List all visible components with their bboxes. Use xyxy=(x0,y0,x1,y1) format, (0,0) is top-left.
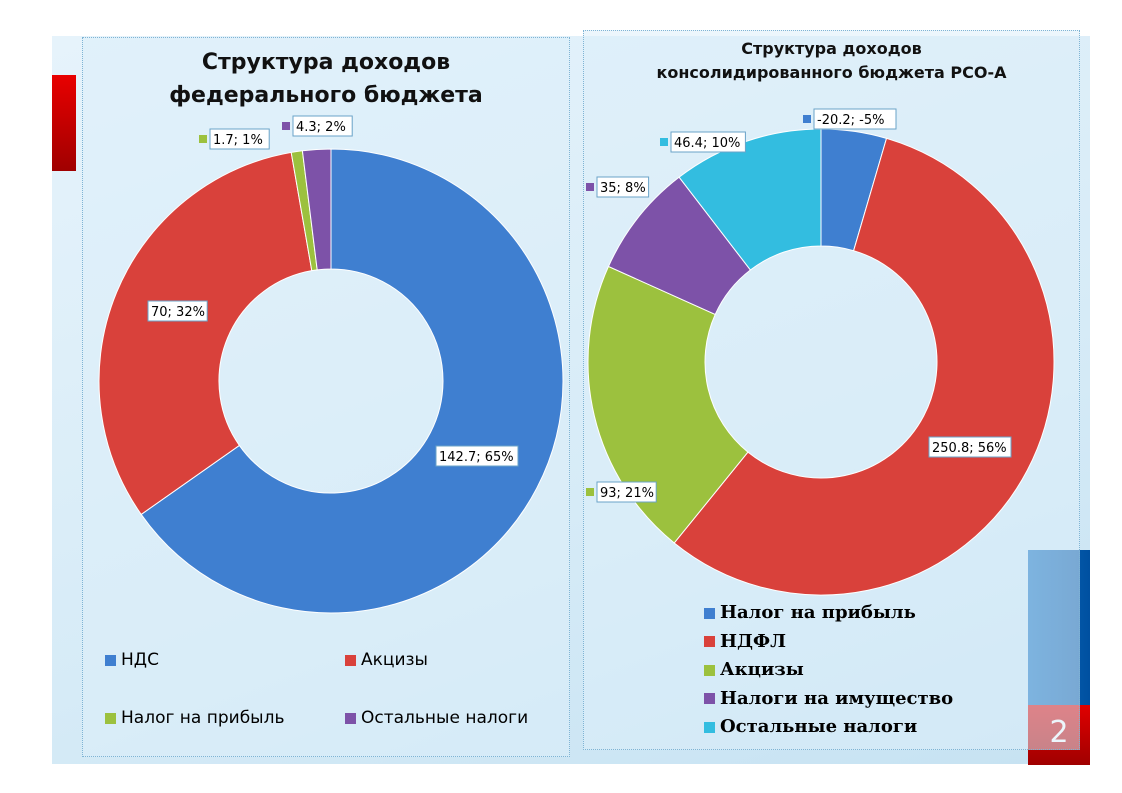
data-label-text: 46.4; 10% xyxy=(674,136,740,151)
data-label-marker xyxy=(199,135,207,143)
data-label: 70; 32% xyxy=(137,300,208,322)
legend-item: Налоги на имущество xyxy=(704,685,953,714)
donut-slice xyxy=(673,137,1055,596)
legend-swatch xyxy=(704,664,715,676)
legend-label: НДФЛ xyxy=(720,630,787,652)
legend-label: Налоги на имущество xyxy=(720,687,954,709)
data-label-marker xyxy=(586,488,594,496)
data-label-marker xyxy=(918,443,926,451)
red-accent-bar xyxy=(52,75,76,171)
regional-chart-panel: -20.2; -5% 250.8; 56% 93; 21% 35; 8% 46.4; 1… xyxy=(583,30,1080,750)
data-label-text: 1.7; 1% xyxy=(213,133,263,148)
data-label: 35; 8% xyxy=(586,176,650,198)
data-label-box xyxy=(928,436,1012,458)
federal-donut-chart: 142.7; 65% 70; 32% 1.7; 1% 4.3; 2% xyxy=(98,115,564,614)
legend-item: НДФЛ xyxy=(704,628,953,657)
data-label-marker xyxy=(137,307,145,315)
legend-item: НДС xyxy=(105,650,159,670)
legend-swatch xyxy=(704,693,715,705)
data-label-marker xyxy=(425,452,433,460)
legend-item: Остальные налоги xyxy=(345,708,528,728)
legend-label: Налог на прибыль xyxy=(121,708,285,728)
data-label: -20.2; -5% xyxy=(803,108,897,130)
data-label-marker xyxy=(282,122,290,130)
legend: Налог на прибыль НДФЛ Акцизы Налоги на и… xyxy=(704,599,953,742)
donut-slice xyxy=(301,148,332,271)
data-label-box xyxy=(813,108,897,130)
legend-swatch xyxy=(345,654,356,666)
data-label-text: 4.3; 2% xyxy=(296,120,346,135)
legend-label: Остальные налоги xyxy=(720,716,918,737)
data-label-text: 93; 21% xyxy=(600,486,654,501)
legend-swatch xyxy=(105,712,116,724)
legend-item: Остальные налоги xyxy=(704,713,953,742)
data-label: 142.7; 65% xyxy=(425,445,519,467)
data-label-marker xyxy=(586,183,594,191)
data-label: 46.4; 10% xyxy=(660,131,746,153)
federal-chart-panel: 142.7; 65% 70; 32% 1.7; 1% 4.3; 2% Структур… xyxy=(82,37,570,757)
data-label-text: 70; 32% xyxy=(151,305,205,320)
legend-item: Акцизы xyxy=(345,650,428,670)
data-label-box xyxy=(596,176,650,198)
data-label-box xyxy=(147,300,208,322)
data-label-box xyxy=(292,115,353,137)
data-label-text: 35; 8% xyxy=(600,181,646,196)
donut-slice xyxy=(140,148,564,614)
regional-donut-chart: -20.2; -5% 250.8; 56% 93; 21% 35; 8% 46.4; 1… xyxy=(586,108,1055,596)
legend-item: Налог на прибыль xyxy=(704,599,953,628)
donut-slice xyxy=(98,151,313,516)
data-label-text: -20.2; -5% xyxy=(817,113,884,128)
data-label-marker xyxy=(660,138,668,146)
legend-item: Акцизы xyxy=(704,656,953,685)
legend-item: Налог на прибыль xyxy=(105,708,284,728)
legend-swatch xyxy=(345,712,356,724)
data-label: 4.3; 2% xyxy=(282,115,353,137)
data-label: 1.7; 1% xyxy=(199,128,270,150)
legend-swatch xyxy=(105,654,116,666)
legend-label: НДС xyxy=(121,650,159,670)
legend-swatch xyxy=(704,607,715,619)
data-label-box xyxy=(596,481,657,503)
donut-slice xyxy=(587,265,749,544)
data-label-marker xyxy=(803,115,811,123)
legend-label: Налог на прибыль xyxy=(720,602,916,623)
chart-title: Структура доходов федерального бюджета xyxy=(169,50,483,108)
data-label-box xyxy=(435,445,519,467)
legend-label: Остальные налоги xyxy=(361,708,529,728)
legend-label: Акцизы xyxy=(720,659,804,680)
data-label: 250.8; 56% xyxy=(918,436,1012,458)
data-label: 93; 21% xyxy=(586,481,657,503)
legend-swatch xyxy=(704,636,715,648)
data-label-text: 142.7; 65% xyxy=(439,450,514,465)
chart-title: Структура доходов консолидированного бюд… xyxy=(656,39,1007,82)
data-label-box xyxy=(670,131,746,153)
data-label-text: 250.8; 56% xyxy=(932,441,1007,456)
data-label-box xyxy=(209,128,270,150)
legend-label: Акцизы xyxy=(361,650,428,670)
legend-swatch xyxy=(704,721,715,733)
